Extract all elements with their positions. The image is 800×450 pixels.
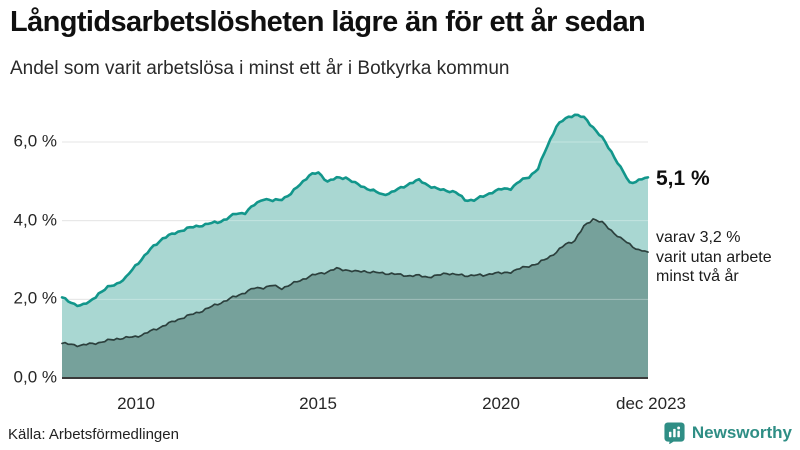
x-axis-tick-2010: 2010: [117, 394, 155, 413]
page-subtitle: Andel som varit arbetslösa i minst ett å…: [10, 58, 510, 79]
secondary-annotation-line-3: minst två år: [656, 268, 739, 286]
y-axis-tick-2: 2,0 %: [13, 288, 57, 308]
page-title: Långtidsarbetslösheten lägre än för ett …: [10, 6, 646, 38]
latest-value-label: 5,1 %: [656, 167, 710, 190]
x-axis-tick-2015: 2015: [299, 394, 337, 413]
newsworthy-logo: Newsworthy: [663, 421, 792, 444]
y-axis-tick-0: 0,0 %: [13, 367, 57, 387]
secondary-annotation-line-1: varav 3,2 %: [656, 229, 741, 246]
brand-name: Newsworthy: [691, 422, 792, 442]
secondary-value-annotation: varav 3,2 % varit utan arbete minst två …: [656, 228, 772, 287]
x-axis-tick-dec-2023: dec 2023: [616, 394, 686, 413]
secondary-annotation-line-2: varit utan arbete: [656, 248, 772, 266]
newsworthy-icon: [664, 422, 685, 444]
source-note: Källa: Arbetsförmedlingen: [8, 426, 179, 443]
y-axis-tick-4: 4,0 %: [13, 210, 57, 230]
x-axis-tick-2020: 2020: [482, 394, 520, 413]
y-axis-tick-6: 6,0 %: [13, 131, 57, 151]
